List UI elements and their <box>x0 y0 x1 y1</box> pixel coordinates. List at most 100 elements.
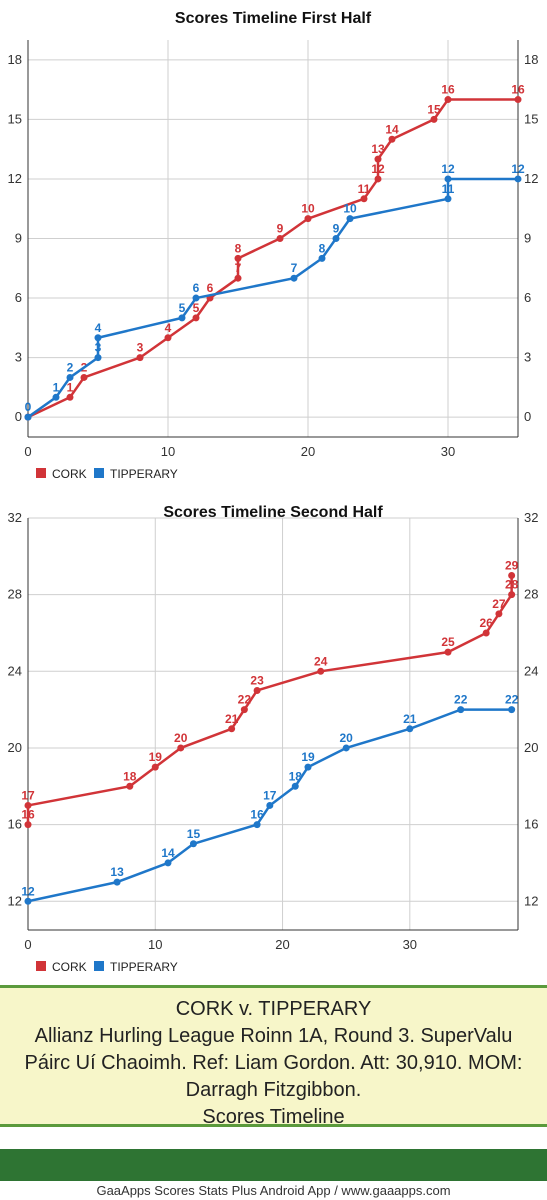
chart2-tipperary-data-label: 13 <box>110 865 124 879</box>
chart2-cork-point <box>24 821 32 829</box>
chart1-y-tick-left: 18 <box>8 52 22 67</box>
chart2-cork-data-label: 18 <box>123 769 137 783</box>
chart2-y-tick-left: 28 <box>8 587 22 602</box>
chart2-y-tick-left: 20 <box>8 740 22 755</box>
chart2-cork-point <box>240 706 248 714</box>
chart2-tipperary-point <box>113 878 121 886</box>
chart2-tipperary-data-label: 21 <box>403 712 417 726</box>
chart1-cork-point <box>66 393 74 401</box>
chart1-cork-data-label: 14 <box>385 122 399 136</box>
chart1-cork-data-label: 4 <box>165 321 172 335</box>
chart2-cork-point <box>444 648 452 656</box>
chart2-cork-data-label: 26 <box>480 616 494 630</box>
chart2-title: Scores Timeline Second Half <box>163 504 383 521</box>
chart1-cork-line <box>27 98 518 419</box>
chart2-legend-cork-swatch <box>36 961 46 971</box>
chart1-cork-point <box>234 254 242 262</box>
chart1-y-tick-left: 9 <box>15 231 22 246</box>
chart1-cork-point <box>444 96 452 104</box>
chart1-cork-data-label: 6 <box>207 281 214 295</box>
chart1-cork-data-label: 5 <box>193 301 200 315</box>
chart2-cork-point <box>253 686 261 694</box>
chart1-y-tick-right: 12 <box>524 171 538 186</box>
chart2-y-tick-left: 32 <box>8 510 22 525</box>
chart2-legend-tipperary-label: TIPPERARY <box>110 960 178 974</box>
chart2-cork-point <box>508 591 516 599</box>
chart1-tipperary-data-label: 9 <box>333 222 340 236</box>
chart1-tipperary-point <box>66 373 74 381</box>
chart1-cork-data-label: 10 <box>301 202 315 216</box>
chart1-tipperary-point <box>318 254 326 262</box>
chart2-cork-point <box>24 801 32 809</box>
chart2-tipperary-data-label: 12 <box>21 884 35 898</box>
chart1-tipperary-data-label: 4 <box>95 321 102 335</box>
chart1-cork-data-label: 3 <box>137 341 144 355</box>
chart2-cork-data-label: 21 <box>225 712 239 726</box>
chart1-cork-data-label: 16 <box>441 83 455 97</box>
chart2-y-tick-left: 24 <box>8 663 22 678</box>
chart1-x-tick: 20 <box>301 444 315 459</box>
chart1-cork-point <box>234 274 242 282</box>
chart1-legend-cork-label: CORK <box>52 467 87 481</box>
chart1-cork-point <box>80 373 88 381</box>
chart1-cork-point <box>374 175 382 183</box>
chart1-cork-data-label: 11 <box>358 182 371 196</box>
chart1-cork-data-label: 16 <box>511 83 525 97</box>
chart1-cork-data-label: 7 <box>235 261 242 275</box>
chart2-cork-data-label: 25 <box>441 635 455 649</box>
chart1-y-tick-left: 15 <box>8 111 22 126</box>
chart2-cork-line <box>26 575 513 825</box>
chart2-tipperary-point <box>304 763 312 771</box>
chart1-tipperary-data-label: 10 <box>343 202 357 216</box>
match-title: CORK v. TIPPERARY <box>175 998 372 1020</box>
chart1-tipperary-point <box>444 195 452 203</box>
chart2-y-tick-right: 24 <box>524 663 538 678</box>
chart2-cork-data-label: 24 <box>314 654 328 668</box>
chart1-y-tick-right: 0 <box>524 409 531 424</box>
chart2-cork-data-label: 28 <box>505 578 519 592</box>
chart2-y-tick-right: 20 <box>524 740 538 755</box>
chart2-legend-tipperary-swatch <box>94 961 104 971</box>
chart2-y-tick-left: 12 <box>8 893 22 908</box>
chart1-y-tick-right: 9 <box>524 231 531 246</box>
chart1-tipperary-data-label: 12 <box>511 162 525 176</box>
chart2-cork-point <box>495 610 503 618</box>
chart1-y-tick-left: 3 <box>15 350 22 365</box>
chart2-tipperary-data-label: 15 <box>187 827 201 841</box>
chart2-tipperary-data-label: 16 <box>250 808 264 822</box>
venue-ref-line: Páirc Uí Chaoimh. Ref: Liam Gordon. Att:… <box>24 1052 523 1074</box>
chart1-tipperary-data-label: 5 <box>179 301 186 315</box>
chart2-tipperary-data-label: 22 <box>505 693 519 707</box>
chart1-tipperary-point <box>52 393 60 401</box>
chart2-tipperary-data-label: 22 <box>454 693 468 707</box>
chart1-tipperary-data-label: 8 <box>319 241 326 255</box>
green-band <box>0 1149 547 1181</box>
chart2-cork-data-label: 29 <box>505 558 519 572</box>
chart2-y-tick-right: 12 <box>524 893 538 908</box>
chart2-x-tick: 20 <box>275 937 289 952</box>
chart2-cork-data-label: 16 <box>21 808 35 822</box>
chart1-tipperary-data-label: 6 <box>193 281 200 295</box>
chart2-cork-point <box>508 571 516 579</box>
chart1-cork-data-label: 13 <box>371 142 385 156</box>
chart1-tipperary-point <box>346 215 354 223</box>
mom-line: Darragh Fitzgibbon. <box>185 1079 362 1101</box>
chart1-cork-data-label: 15 <box>427 102 441 116</box>
chart1-y-tick-left: 6 <box>15 290 22 305</box>
chart1-tipperary-point <box>94 354 102 362</box>
chart1-y-tick-right: 15 <box>524 111 538 126</box>
chart2-cork-point <box>228 725 236 733</box>
chart1-x-tick: 30 <box>441 444 455 459</box>
chart2-tipperary-point <box>189 840 197 848</box>
chart2-x-tick: 0 <box>24 937 31 952</box>
chart1-tipperary-line <box>27 177 518 419</box>
chart1-cork-point <box>304 215 312 223</box>
chart2-y-tick-right: 32 <box>524 510 538 525</box>
chart2-tipperary-data-label: 19 <box>301 750 315 764</box>
chart1-cork-data-label: 9 <box>277 222 284 236</box>
chart1-cork-point <box>192 314 200 322</box>
footer-credit: GaaApps Scores Stats Plus Android App / … <box>96 1183 451 1198</box>
chart1-tipperary-point <box>514 175 522 183</box>
chart2-tipperary-data-label: 17 <box>263 788 277 802</box>
chart1-y-tick-right: 18 <box>524 52 538 67</box>
